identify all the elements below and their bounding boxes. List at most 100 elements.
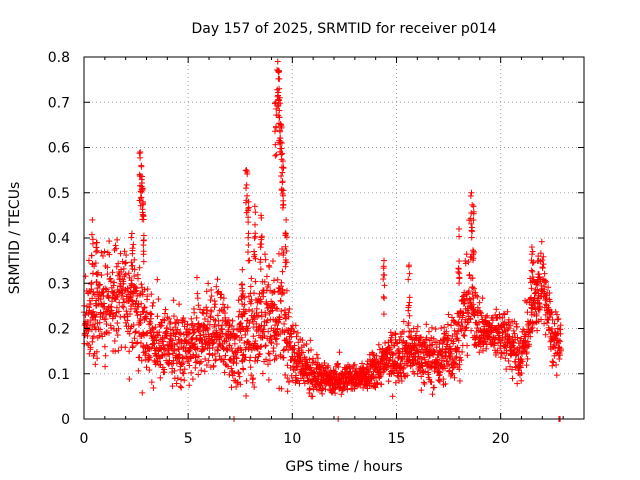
data-point <box>398 377 405 384</box>
data-point <box>127 294 134 301</box>
data-point <box>509 366 516 373</box>
data-point <box>210 362 217 369</box>
data-point <box>166 315 172 322</box>
data-point <box>138 281 145 288</box>
data-point <box>394 340 401 347</box>
data-point <box>187 354 194 361</box>
data-point <box>179 369 186 376</box>
data-point <box>557 352 563 359</box>
data-point <box>155 340 162 347</box>
data-point <box>244 325 251 332</box>
data-point <box>144 293 151 300</box>
data-point <box>180 359 187 366</box>
data-point <box>529 278 536 285</box>
data-point <box>218 333 225 340</box>
data-point <box>493 306 500 313</box>
data-point <box>307 337 314 344</box>
data-point <box>524 338 531 345</box>
data-point <box>377 372 384 379</box>
data-point <box>140 232 147 239</box>
data-point <box>266 350 273 357</box>
data-point <box>167 319 174 326</box>
data-point <box>143 309 150 316</box>
data-point <box>465 300 472 307</box>
data-point <box>389 352 396 359</box>
data-point <box>275 89 282 96</box>
data-point <box>137 319 144 326</box>
data-point <box>397 333 404 340</box>
x-tick-labels: 0 5 10 15 20 <box>80 431 510 447</box>
data-point <box>382 339 389 346</box>
data-point <box>422 368 429 375</box>
data-point <box>221 369 228 376</box>
data-point <box>519 358 526 365</box>
data-point <box>282 243 289 250</box>
data-point <box>454 344 461 351</box>
data-point <box>470 203 477 210</box>
data-point <box>203 310 210 317</box>
data-point <box>467 215 474 222</box>
data-point <box>275 319 282 326</box>
x-tick-label: 0 <box>80 431 89 447</box>
data-point <box>244 249 251 256</box>
data-point <box>460 310 467 317</box>
data-point <box>448 371 455 378</box>
data-point <box>547 298 554 305</box>
data-point <box>518 370 525 377</box>
data-point <box>195 371 202 378</box>
data-point <box>117 283 124 290</box>
data-point <box>142 350 149 357</box>
data-point <box>141 314 148 321</box>
data-point <box>449 370 456 377</box>
data-point <box>460 296 467 303</box>
data-point <box>529 248 536 255</box>
data-point <box>406 312 413 319</box>
data-point <box>280 192 287 199</box>
data-point <box>112 312 119 319</box>
data-point <box>373 352 380 359</box>
data-point <box>547 311 554 318</box>
data-point <box>148 379 155 386</box>
data-point <box>257 241 264 248</box>
data-point <box>406 270 413 277</box>
data-point <box>131 273 138 280</box>
data-point <box>286 305 293 312</box>
data-point <box>121 299 128 306</box>
data-point <box>89 216 96 223</box>
data-point <box>96 319 103 326</box>
data-point <box>272 352 279 359</box>
data-point <box>526 319 533 326</box>
data-point <box>400 370 407 377</box>
data-point <box>423 321 430 328</box>
data-point <box>319 385 326 392</box>
data-point <box>467 192 474 199</box>
data-point <box>88 252 95 259</box>
data-point <box>306 356 313 363</box>
data-point <box>303 341 310 348</box>
data-point <box>527 333 534 340</box>
data-point <box>105 295 112 302</box>
data-point <box>265 281 272 288</box>
data-point <box>202 356 209 363</box>
data-point <box>211 304 218 311</box>
data-point <box>201 345 208 352</box>
data-point <box>242 331 249 338</box>
data-point <box>89 295 96 302</box>
data-point <box>321 360 328 367</box>
data-point <box>201 368 208 375</box>
data-point <box>188 315 195 322</box>
data-point <box>528 244 535 251</box>
data-point <box>120 265 127 272</box>
data-point <box>204 326 211 333</box>
data-point <box>414 323 421 330</box>
data-point <box>155 296 162 303</box>
data-point <box>556 355 563 362</box>
data-point <box>421 339 428 346</box>
data-point <box>400 318 407 325</box>
data-point <box>171 347 178 354</box>
data-point <box>469 275 476 282</box>
data-point <box>214 276 221 283</box>
data-point <box>460 300 467 307</box>
data-point <box>272 322 279 329</box>
data-point <box>133 297 140 304</box>
